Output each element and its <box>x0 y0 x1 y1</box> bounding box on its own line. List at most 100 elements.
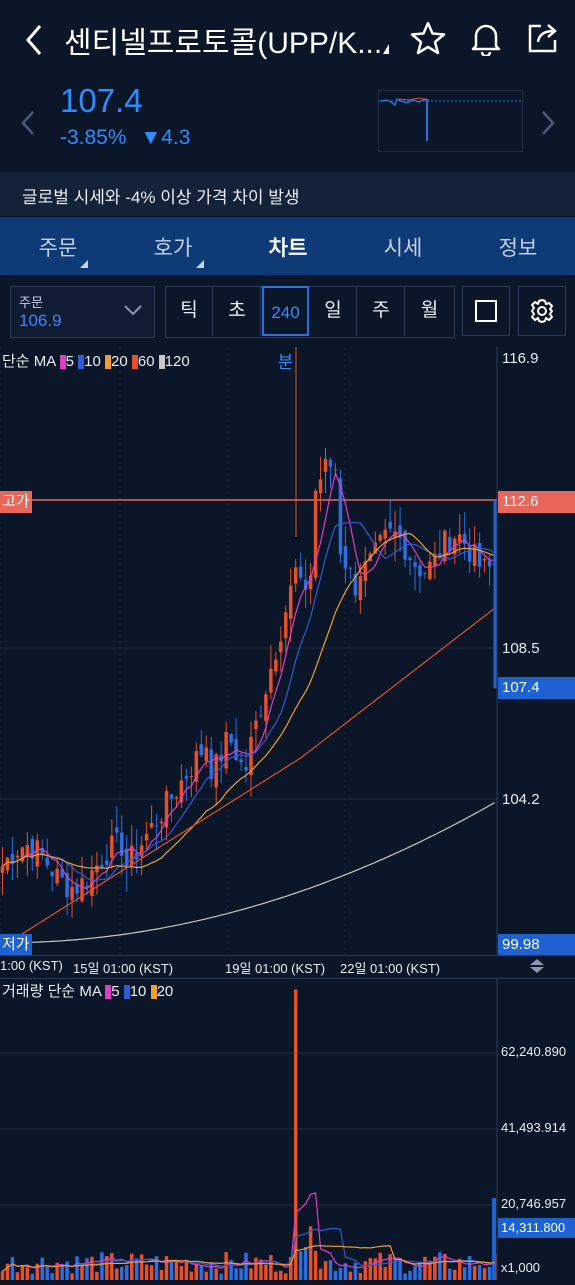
period-month-button[interactable]: 월 <box>420 300 439 321</box>
candle-body <box>284 612 288 638</box>
candle-body <box>383 529 387 539</box>
volume-bar <box>308 1226 313 1280</box>
candle-body <box>100 864 104 868</box>
candle-body <box>264 694 268 721</box>
candle-body <box>249 736 253 776</box>
volume-bar <box>169 1261 174 1280</box>
period-week-button[interactable]: 주 <box>358 286 405 336</box>
candle-body <box>353 573 358 596</box>
back-arrow-icon[interactable] <box>18 20 52 60</box>
volume-ma-legend-prefix: 거래량 단순 MA <box>2 983 102 1000</box>
volume-bar <box>194 1263 199 1280</box>
vma5-swatch <box>105 985 112 1000</box>
price-chart[interactable] <box>0 347 575 955</box>
volume-bar <box>90 1256 94 1280</box>
volume-chart-canvas[interactable] <box>0 978 575 1280</box>
tab-info[interactable]: 정보 <box>498 237 538 260</box>
volume-bar <box>134 1258 139 1280</box>
volume-bar <box>115 1268 119 1280</box>
fullscreen-toggle[interactable] <box>462 286 510 336</box>
volume-bar <box>189 1271 194 1280</box>
volume-bar <box>428 1260 432 1280</box>
volume-bar <box>363 1261 368 1280</box>
star-icon[interactable] <box>410 20 446 56</box>
candle-body <box>388 521 392 529</box>
chart-settings-button[interactable] <box>518 286 566 336</box>
volume-bar <box>219 1273 223 1280</box>
volume-bar <box>239 1268 243 1280</box>
volume-bar <box>358 1273 363 1280</box>
candle-body <box>124 848 129 868</box>
volume-bar <box>139 1254 144 1280</box>
tab-orderbook[interactable]: 호가 <box>153 237 193 260</box>
volume-bar <box>204 1271 208 1280</box>
title-dropdown-caret[interactable] <box>383 44 389 54</box>
volume-bar <box>453 1269 457 1280</box>
ma120-swatch <box>158 355 165 370</box>
volume-bar <box>184 1259 189 1280</box>
tab-chart[interactable]: 차트 <box>268 237 308 260</box>
price-chart-canvas[interactable] <box>0 347 575 955</box>
candle-body <box>105 860 109 865</box>
x-label-0: 1:00 (KST) <box>0 958 63 973</box>
volume-bar <box>95 1271 99 1280</box>
period-day-button[interactable]: 일 <box>310 286 357 336</box>
ma60-label: 60 <box>137 353 155 370</box>
tab-market[interactable]: 시세 <box>383 237 423 260</box>
candle-body <box>413 562 417 567</box>
candle-body <box>70 887 74 901</box>
volume-bar <box>457 1258 462 1280</box>
volume-bar <box>398 1258 402 1280</box>
chevron-down-icon <box>123 303 143 322</box>
chevron-right-icon[interactable] <box>538 108 558 143</box>
mini-price-chart[interactable] <box>378 90 523 152</box>
volume-y-label-2: 20,746.957 <box>501 1196 567 1211</box>
candle-body <box>115 827 119 833</box>
volume-chart[interactable] <box>0 978 575 1280</box>
top-bar <box>0 0 575 78</box>
volume-bar <box>338 1268 343 1280</box>
candle-body <box>269 668 273 693</box>
candle-body <box>224 731 228 769</box>
candle-body <box>129 845 134 866</box>
ma20-swatch <box>105 355 111 370</box>
volume-bar <box>80 1264 84 1280</box>
volume-bar <box>55 1262 59 1280</box>
vma10-label: 10 <box>129 983 147 1000</box>
bell-icon[interactable] <box>468 20 504 58</box>
volume-bar <box>174 1260 179 1280</box>
volume-bar <box>20 1264 25 1280</box>
candle-body <box>40 848 44 855</box>
volume-bar <box>5 1263 10 1280</box>
volume-bar <box>249 1268 253 1280</box>
volume-bar <box>448 1268 452 1280</box>
chevron-left-icon[interactable] <box>18 108 38 143</box>
down-triangle-icon: ▼ <box>140 126 162 149</box>
candle-body <box>323 458 328 472</box>
ma10-label: 10 <box>84 353 101 370</box>
candle-body <box>428 561 432 580</box>
low-label: 저가 <box>0 934 32 956</box>
candle-body <box>120 832 124 856</box>
candle-body <box>398 525 402 538</box>
vma20-swatch <box>150 985 157 1000</box>
candle-body <box>209 749 213 780</box>
volume-bar <box>433 1256 437 1280</box>
period-second-button[interactable]: 초 <box>214 286 261 336</box>
share-icon[interactable] <box>525 20 561 56</box>
tab-order[interactable]: 주문 <box>38 237 78 260</box>
candle-body <box>289 585 293 619</box>
volume-y-label-0: 62,240.890 <box>501 1044 567 1059</box>
order-price-selector[interactable]: 주문 106.9 <box>10 286 155 338</box>
period-240min-button[interactable]: 240분 <box>262 286 309 372</box>
resize-handle-icon[interactable] <box>528 958 546 979</box>
page-title[interactable]: 센티넬프로토콜(UPP/K... <box>64 27 383 60</box>
candle-body <box>333 469 338 471</box>
candle-body <box>30 839 35 859</box>
volume-bar <box>293 989 298 1280</box>
period-tick-button[interactable]: 틱 <box>166 286 213 336</box>
volume-bar <box>323 1261 328 1280</box>
change-amount: 4.3 <box>161 126 191 149</box>
volume-bar <box>343 1263 348 1280</box>
volume-bar <box>60 1263 64 1280</box>
